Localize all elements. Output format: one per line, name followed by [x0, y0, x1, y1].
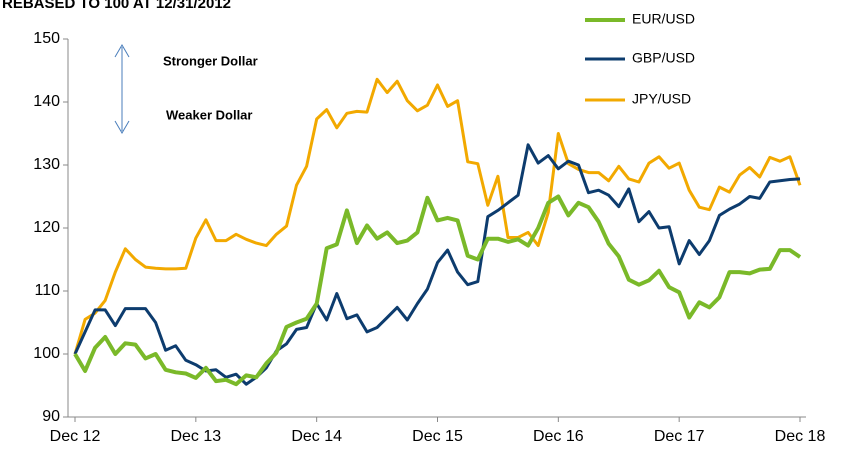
legend-label: EUR/USD: [632, 11, 695, 27]
y-tick-label: 140: [33, 93, 60, 110]
arrow-heads: [114, 44, 130, 134]
x-tick-label: Dec 14: [291, 428, 342, 445]
series-line: [73, 77, 802, 355]
series-line: [73, 194, 802, 387]
y-tick-label: 130: [33, 156, 60, 173]
x-tick-label: Dec 18: [775, 428, 826, 445]
x-tick-label: Dec 15: [412, 428, 463, 445]
y-tick-label: 100: [33, 345, 60, 362]
x-tick-label: Dec 16: [533, 428, 584, 445]
annotation: Weaker Dollar: [166, 107, 252, 122]
legend-label: JPY/USD: [632, 91, 691, 107]
chart-title: REBASED TO 100 AT 12/31/2012: [2, 0, 231, 12]
x-tick-label: Dec 13: [170, 428, 221, 445]
legend-label: GBP/USD: [632, 50, 695, 66]
y-tick-label: 90: [42, 408, 60, 425]
annotation: Stronger Dollar: [163, 53, 258, 68]
x-tick-label: Dec 12: [50, 428, 101, 445]
y-tick-label: 150: [33, 30, 60, 47]
series-line: [73, 143, 801, 386]
x-tick-label: Dec 17: [654, 428, 705, 445]
y-tick-label: 120: [33, 219, 60, 236]
y-tick-label: 110: [34, 282, 60, 299]
